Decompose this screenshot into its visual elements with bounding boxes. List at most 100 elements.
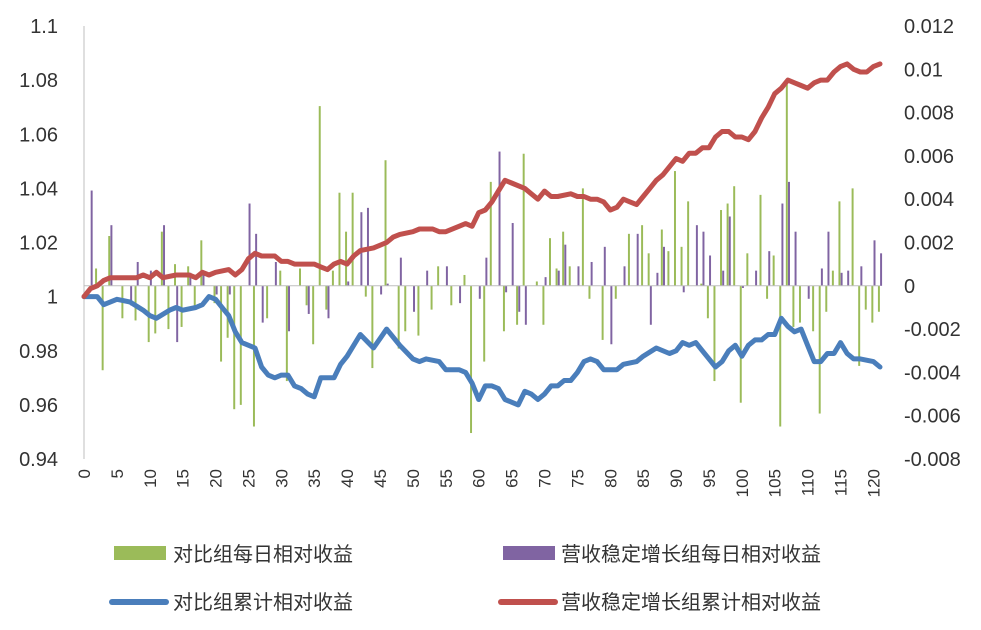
compare-daily-bar bbox=[489, 181, 492, 286]
stable-daily-bar bbox=[478, 285, 481, 299]
compare-daily-bar bbox=[555, 268, 558, 286]
legend-label-compare-line: 对比组累计相对收益 bbox=[173, 590, 353, 614]
compare-daily-bar bbox=[450, 285, 453, 306]
stable-daily-bar bbox=[110, 225, 113, 286]
stable-daily-bar bbox=[307, 285, 310, 314]
compare-daily-bar bbox=[483, 285, 486, 362]
compare-daily-bar bbox=[220, 285, 223, 362]
stable-daily-bar bbox=[380, 285, 383, 295]
stable-daily-bar bbox=[445, 266, 448, 286]
compare-daily-bar bbox=[871, 285, 874, 323]
compare-daily-bar bbox=[713, 285, 716, 382]
x-tick-label: 15 bbox=[174, 469, 193, 488]
stable-daily-bar bbox=[603, 246, 606, 286]
compare-daily-bar bbox=[542, 285, 545, 325]
compare-daily-bar bbox=[463, 274, 466, 286]
left-tick-label: 1.06 bbox=[19, 124, 58, 146]
stable-daily-bar bbox=[189, 272, 192, 286]
stable-daily-bar bbox=[755, 270, 758, 286]
x-tick-label: 80 bbox=[601, 469, 620, 488]
stable-daily-bar bbox=[840, 272, 843, 286]
compare-daily-bar bbox=[766, 285, 769, 299]
x-tick-label: 40 bbox=[338, 469, 357, 488]
compare-daily-bar bbox=[687, 201, 690, 286]
right-axis-ticks: 0.012 0.01 0.008 0.006 0.004 0.002 0 -0.002 -0.0… bbox=[904, 16, 961, 471]
compare-daily-bar bbox=[299, 268, 301, 286]
stable-daily-bar bbox=[426, 270, 429, 286]
stable-daily-bar bbox=[695, 225, 698, 286]
compare-daily-bar bbox=[417, 285, 420, 336]
x-tick-label: 95 bbox=[700, 469, 719, 488]
x-tick-label: 70 bbox=[535, 469, 554, 488]
right-tick-label: 0.006 bbox=[904, 146, 954, 168]
compare-daily-bar bbox=[371, 285, 374, 369]
legend-label-stable-line: 营收稳定增长组累计相对收益 bbox=[561, 590, 821, 614]
stable-daily-bar bbox=[682, 285, 685, 293]
stable-daily-bar bbox=[557, 270, 560, 286]
compare-daily-bar bbox=[213, 285, 216, 304]
stable-daily-bar bbox=[413, 285, 415, 312]
left-tick-label: 0.98 bbox=[19, 341, 58, 363]
legend-item-compare-line: 对比组累计相对收益 bbox=[109, 590, 353, 614]
right-tick-label: 0.008 bbox=[904, 103, 954, 125]
compare-daily-bar bbox=[601, 285, 604, 340]
compare-daily-bar bbox=[252, 285, 255, 427]
stable-daily-bar bbox=[820, 268, 823, 286]
x-tick-label: 55 bbox=[437, 469, 456, 488]
x-tick-label: 25 bbox=[239, 469, 258, 488]
compare-daily-bar bbox=[614, 285, 617, 299]
compare-daily-bar bbox=[858, 285, 861, 366]
stable-daily-bar bbox=[498, 151, 501, 286]
compare-daily-bar bbox=[470, 285, 473, 434]
compare-daily-bar bbox=[285, 285, 288, 382]
compare-daily-bar bbox=[404, 285, 407, 332]
stable-daily-bar bbox=[787, 181, 790, 286]
compare-daily-bar bbox=[522, 153, 525, 286]
compare-daily-bar bbox=[193, 285, 196, 310]
left-tick-label: 1.02 bbox=[19, 233, 58, 255]
x-tick-label: 90 bbox=[667, 469, 686, 488]
compare-daily-bar bbox=[680, 246, 683, 286]
compare-daily-bar bbox=[877, 285, 880, 312]
compare-daily-bar bbox=[351, 192, 354, 286]
compare-daily-bar bbox=[535, 281, 538, 286]
stable-daily-bar bbox=[90, 190, 93, 286]
x-tick-label: 110 bbox=[799, 469, 818, 496]
left-axis-ticks: 1.1 1.08 1.06 1.04 1.02 1 0.98 0.96 0.94 bbox=[19, 16, 58, 471]
compare-daily-bar bbox=[831, 270, 834, 286]
compare-daily-bar bbox=[95, 268, 98, 286]
compare-daily-bar bbox=[746, 253, 749, 286]
compare-daily-bar bbox=[726, 203, 729, 286]
compare-daily-bar bbox=[233, 285, 236, 410]
stable-daily-bar bbox=[288, 285, 291, 332]
compare-daily-bar bbox=[779, 285, 782, 427]
x-tick-label: 50 bbox=[404, 469, 423, 488]
compare-daily-bar bbox=[772, 255, 775, 286]
compare-daily-bar bbox=[502, 285, 505, 332]
stable-daily-bar bbox=[163, 225, 166, 286]
stable-daily-bar bbox=[722, 270, 725, 286]
stable-daily-bar bbox=[130, 285, 133, 306]
x-tick-label: 20 bbox=[207, 469, 226, 488]
stable-daily-bar bbox=[518, 285, 521, 312]
stable-daily-bar bbox=[623, 266, 626, 286]
x-tick-label: 75 bbox=[568, 469, 587, 488]
stable-daily-bar bbox=[636, 233, 639, 286]
compare-daily-bar bbox=[318, 106, 321, 286]
stable-daily-bar bbox=[459, 285, 462, 304]
stable-daily-bar bbox=[524, 285, 527, 325]
legend-item-compare-bar: 对比组每日相对收益 bbox=[114, 542, 353, 566]
compare-daily-bar bbox=[700, 283, 703, 286]
right-tick-label: 0.004 bbox=[904, 189, 954, 211]
left-tick-label: 1.08 bbox=[19, 70, 58, 92]
compare-daily-bar bbox=[305, 285, 308, 306]
left-tick-label: 1.1 bbox=[30, 16, 58, 38]
compare-daily-bar bbox=[180, 285, 183, 327]
x-axis-ticks: 0 5 10 15 20 25 30 35 40 45 50 55 60 65 70 75 80 85 90 95 10… bbox=[75, 469, 883, 497]
stable-daily-bar bbox=[215, 285, 218, 295]
compare-daily-bar bbox=[279, 270, 282, 286]
compare-daily-bar bbox=[673, 171, 676, 286]
stable-daily-bar bbox=[511, 223, 514, 286]
stable-daily-bar bbox=[248, 203, 251, 286]
